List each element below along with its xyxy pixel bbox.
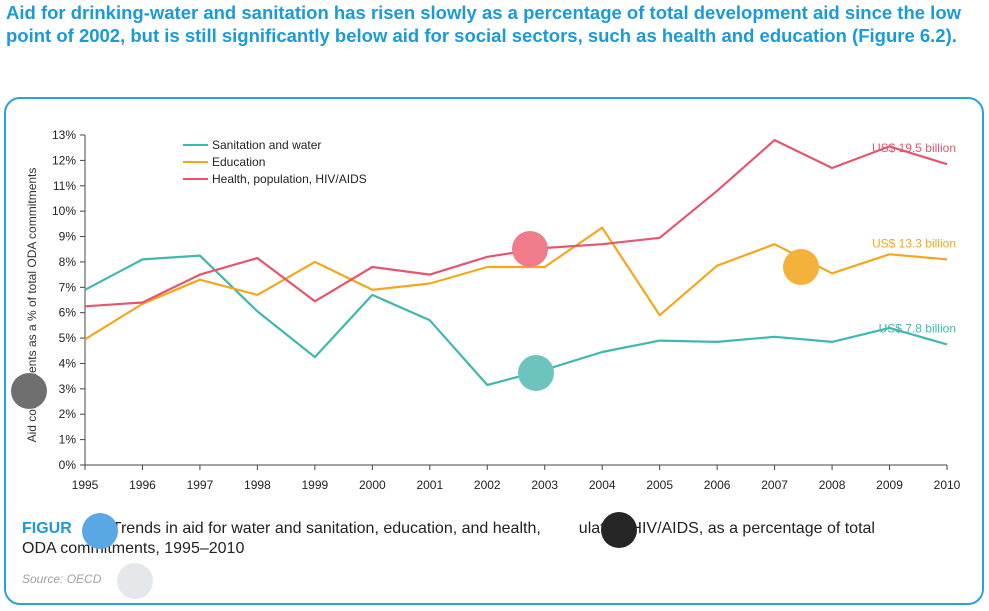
y-tick-label: 10% (52, 204, 76, 218)
blue-circle-marker (82, 513, 118, 549)
legend-label: Sanitation and water (212, 138, 321, 152)
x-tick-label: 1997 (187, 478, 214, 492)
series-end-label: US$ 19.5 billion (872, 141, 956, 155)
x-tick-label: 1998 (244, 478, 271, 492)
y-tick-label: 13% (52, 128, 76, 142)
x-tick-label: 2006 (704, 478, 731, 492)
figure-caption: FIGUR Trends in aid for water and sanitat… (22, 519, 967, 559)
y-tick-label: 11% (53, 179, 76, 193)
x-tick-label: 1996 (129, 478, 156, 492)
y-axis: 0% 1% 2% 3% 4% 5% 6% 7% 8% 9% 10% 11% 12% 13% (52, 128, 86, 472)
headline: Aid for drinking-water and sanitation ha… (6, 2, 962, 46)
y-tick-label: 9% (59, 230, 77, 244)
series-end-label: US$ 13.3 billion (872, 236, 956, 250)
y-tick-label: 3% (59, 382, 77, 396)
x-tick-label: 2005 (646, 478, 673, 492)
figure-label: FIGUR (22, 520, 72, 537)
black-circle-marker (601, 512, 637, 548)
x-tick-label: 2000 (359, 478, 386, 492)
caption-text-c: ODA commitments, 1995–2010 (22, 540, 245, 557)
x-tick-label: 1995 (72, 478, 99, 492)
teal-circle-marker (518, 355, 554, 391)
y-tick-label: 4% (59, 356, 77, 370)
x-tick-label: 2008 (819, 478, 846, 492)
legend-label: Education (212, 155, 265, 169)
y-tick-label: 6% (59, 306, 77, 320)
end-labels: US$ 7.8 billion US$ 13.3 billion US$ 19.5 … (872, 141, 956, 335)
x-tick-label: 2010 (934, 478, 961, 492)
series-end-label: US$ 7.8 billion (879, 321, 956, 335)
legend: Sanitation and water Education Health, pop… (183, 138, 367, 186)
y-tick-label: 1% (59, 433, 77, 447)
y-tick-label: 0% (59, 458, 77, 472)
x-tick-label: 2002 (474, 478, 501, 492)
gray-circle-marker (11, 373, 47, 409)
y-tick-label: 7% (59, 280, 77, 294)
y-tick-label: 5% (59, 331, 77, 345)
figure-panel (4, 97, 984, 605)
light-gray-circle-marker (117, 563, 153, 599)
caption-text-b: ulation/HIV/AIDS, as a percentage of tot… (578, 520, 875, 537)
x-tick-label: 2001 (416, 478, 443, 492)
x-tick-label: 2009 (876, 478, 903, 492)
x-axis: 1995 1996 1997 1998 1999 2000 2001 2002 2003 2004… (72, 464, 961, 492)
x-tick-label: 2007 (761, 478, 788, 492)
orange-circle-marker (783, 249, 819, 285)
source-note: Source: OECD (22, 572, 102, 586)
x-tick-label: 2003 (531, 478, 558, 492)
y-tick-label: 12% (52, 153, 76, 167)
x-tick-label: 1999 (302, 478, 329, 492)
legend-label: Health, population, HIV/AIDS (212, 172, 367, 186)
y-tick-label: 8% (59, 255, 77, 269)
series-line-1 (84, 254, 948, 387)
caption-text-a: Trends in aid for water and sanitation, … (111, 520, 541, 537)
pink-circle-marker (512, 231, 548, 267)
y-tick-label: 2% (59, 407, 77, 421)
x-tick-label: 2004 (589, 478, 616, 492)
